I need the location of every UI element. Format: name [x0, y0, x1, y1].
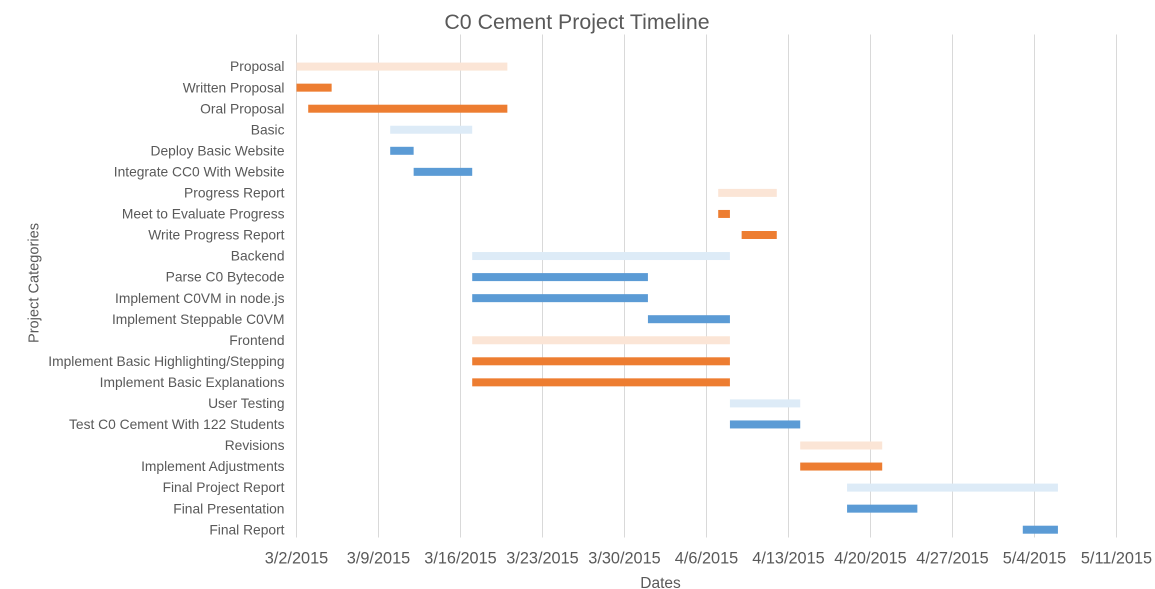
svg-text:Implement C0VM in node.js: Implement C0VM in node.js — [115, 291, 285, 306]
svg-text:Integrate CC0 With Website: Integrate CC0 With Website — [114, 164, 285, 179]
svg-text:4/27/2015: 4/27/2015 — [916, 550, 988, 568]
svg-text:User Testing: User Testing — [208, 396, 284, 411]
svg-text:Basic: Basic — [251, 122, 285, 137]
svg-text:3/16/2015: 3/16/2015 — [424, 550, 496, 568]
svg-text:5/11/2015: 5/11/2015 — [1081, 550, 1152, 568]
svg-text:3/2/2015: 3/2/2015 — [265, 550, 328, 568]
svg-text:5/4/2015: 5/4/2015 — [1003, 550, 1066, 568]
svg-text:Final Report: Final Report — [209, 522, 284, 537]
svg-text:Dates: Dates — [640, 575, 681, 589]
svg-text:Proposal: Proposal — [230, 59, 284, 74]
svg-text:Deploy Basic Website: Deploy Basic Website — [151, 143, 285, 158]
svg-text:Final Presentation: Final Presentation — [173, 501, 284, 516]
svg-text:Implement Adjustments: Implement Adjustments — [141, 459, 285, 474]
svg-text:4/6/2015: 4/6/2015 — [675, 550, 738, 568]
svg-text:Frontend: Frontend — [229, 333, 284, 348]
svg-text:Revisions: Revisions — [225, 438, 285, 453]
svg-text:4/13/2015: 4/13/2015 — [752, 550, 824, 568]
svg-text:Final Project Report: Final Project Report — [163, 480, 285, 495]
svg-text:Implement Basic Highlighting/S: Implement Basic Highlighting/Stepping — [48, 354, 284, 369]
svg-text:Implement Basic Explanations: Implement Basic Explanations — [100, 375, 285, 390]
svg-text:Implement Steppable C0VM: Implement Steppable C0VM — [112, 312, 285, 327]
svg-text:3/30/2015: 3/30/2015 — [588, 550, 660, 568]
svg-text:4/20/2015: 4/20/2015 — [834, 550, 906, 568]
svg-text:3/23/2015: 3/23/2015 — [506, 550, 578, 568]
svg-text:Test C0 Cement With 122 Studen: Test C0 Cement With 122 Students — [69, 417, 285, 432]
svg-text:Write Progress Report: Write Progress Report — [148, 228, 284, 243]
svg-text:C0 Cement Project Timeline: C0 Cement Project Timeline — [444, 10, 709, 34]
svg-text:Progress Report: Progress Report — [184, 186, 285, 201]
svg-text:Meet to Evaluate Progress: Meet to Evaluate Progress — [122, 207, 285, 222]
svg-text:Oral Proposal: Oral Proposal — [200, 101, 284, 116]
svg-text:Backend: Backend — [231, 249, 285, 264]
svg-text:Parse C0 Bytecode: Parse C0 Bytecode — [166, 270, 285, 285]
svg-text:3/9/2015: 3/9/2015 — [347, 550, 410, 568]
svg-text:Written Proposal: Written Proposal — [183, 80, 285, 95]
svg-text:Project Categories: Project Categories — [27, 223, 43, 343]
